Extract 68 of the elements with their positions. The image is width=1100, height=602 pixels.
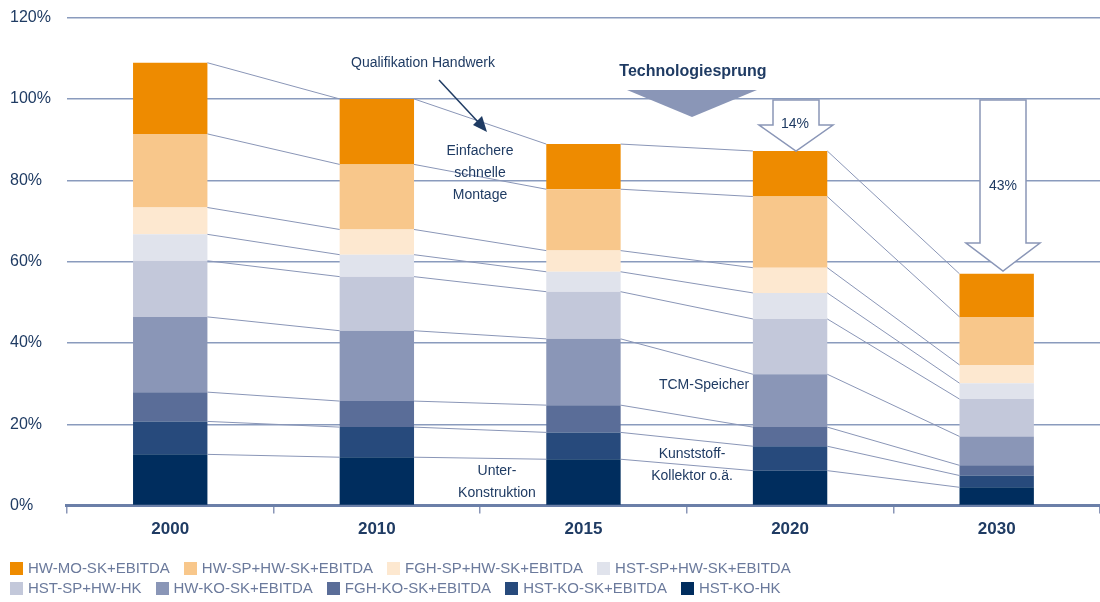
bar <box>752 196 828 268</box>
bar <box>339 254 415 277</box>
x-tick-label: 2000 <box>151 519 190 539</box>
annotation: 43% <box>988 176 1018 195</box>
y-tick-label: 20% <box>10 414 43 432</box>
legend-label: HW-KO-SK+EBITDA <box>173 578 313 598</box>
bar <box>752 267 828 293</box>
bar <box>339 401 415 428</box>
bar <box>133 234 208 261</box>
bar <box>546 432 621 460</box>
bar <box>339 229 415 255</box>
bar <box>546 250 621 272</box>
bar <box>959 364 1034 384</box>
annotation: Qualifikation Handwerk <box>351 53 495 72</box>
bar <box>959 465 1034 476</box>
legend-label: HW-SP+HW-SK+EBITDA <box>201 558 373 578</box>
bar <box>752 292 828 319</box>
y-tick-label: 60% <box>10 252 43 270</box>
bar <box>133 62 208 134</box>
bar <box>959 399 1034 437</box>
bar <box>752 470 828 505</box>
annotation: Unter-Konstruktion <box>457 461 537 502</box>
x-tick-label: 2030 <box>977 519 1016 539</box>
bar <box>339 98 415 165</box>
y-tick-label: 100% <box>10 89 51 107</box>
bar <box>959 487 1034 505</box>
legend-label: HW-MO-SK+EBITDA <box>28 558 170 578</box>
y-tick-label: 80% <box>10 170 43 188</box>
bar <box>133 392 208 422</box>
bar <box>959 383 1034 400</box>
bar <box>959 316 1034 365</box>
x-tick-label: 2020 <box>771 519 809 539</box>
legend-label: HST-SP+HW-HK <box>28 578 142 598</box>
bar <box>752 446 828 471</box>
legend-label: FGH-KO-SK+EBITDA <box>344 578 492 598</box>
legend-label: FGH-SP+HW-SK+EBITDA <box>404 558 584 578</box>
x-tick-label: 2015 <box>564 519 603 539</box>
bar <box>133 454 208 505</box>
y-tick-label: 120% <box>10 8 51 26</box>
bar <box>752 427 828 447</box>
x-tick-label: 2010 <box>357 519 396 539</box>
bar <box>546 291 621 339</box>
legend-label: HST-KO-HK <box>698 578 781 598</box>
annotation: Einfachere schnelle Montage <box>445 141 515 204</box>
bar <box>339 427 415 458</box>
bar <box>752 318 828 375</box>
bar <box>959 273 1034 317</box>
y-tick-label: 40% <box>10 333 43 351</box>
annotation: 14% <box>780 114 810 133</box>
legend-label: HST-KO-SK+EBITDA <box>523 578 667 598</box>
bar <box>133 260 208 317</box>
bar <box>339 457 415 505</box>
bar <box>339 276 415 331</box>
bar <box>133 421 208 455</box>
bar <box>546 271 621 292</box>
bar <box>546 144 621 190</box>
legend-label: HST-SP+HW-SK+EBITDA <box>615 558 791 578</box>
bar <box>959 475 1034 488</box>
y-tick-label: 0% <box>10 496 34 514</box>
annotation: Kunststoff-Kollektor o.ä. <box>650 444 734 485</box>
bar <box>546 459 621 505</box>
bar <box>546 405 621 433</box>
annotation: Technologiesprung <box>619 61 767 81</box>
annotation: TCM-Speicher <box>658 375 750 395</box>
bar <box>339 164 415 230</box>
bar <box>546 189 621 251</box>
bar <box>133 133 208 208</box>
bar <box>133 207 208 235</box>
